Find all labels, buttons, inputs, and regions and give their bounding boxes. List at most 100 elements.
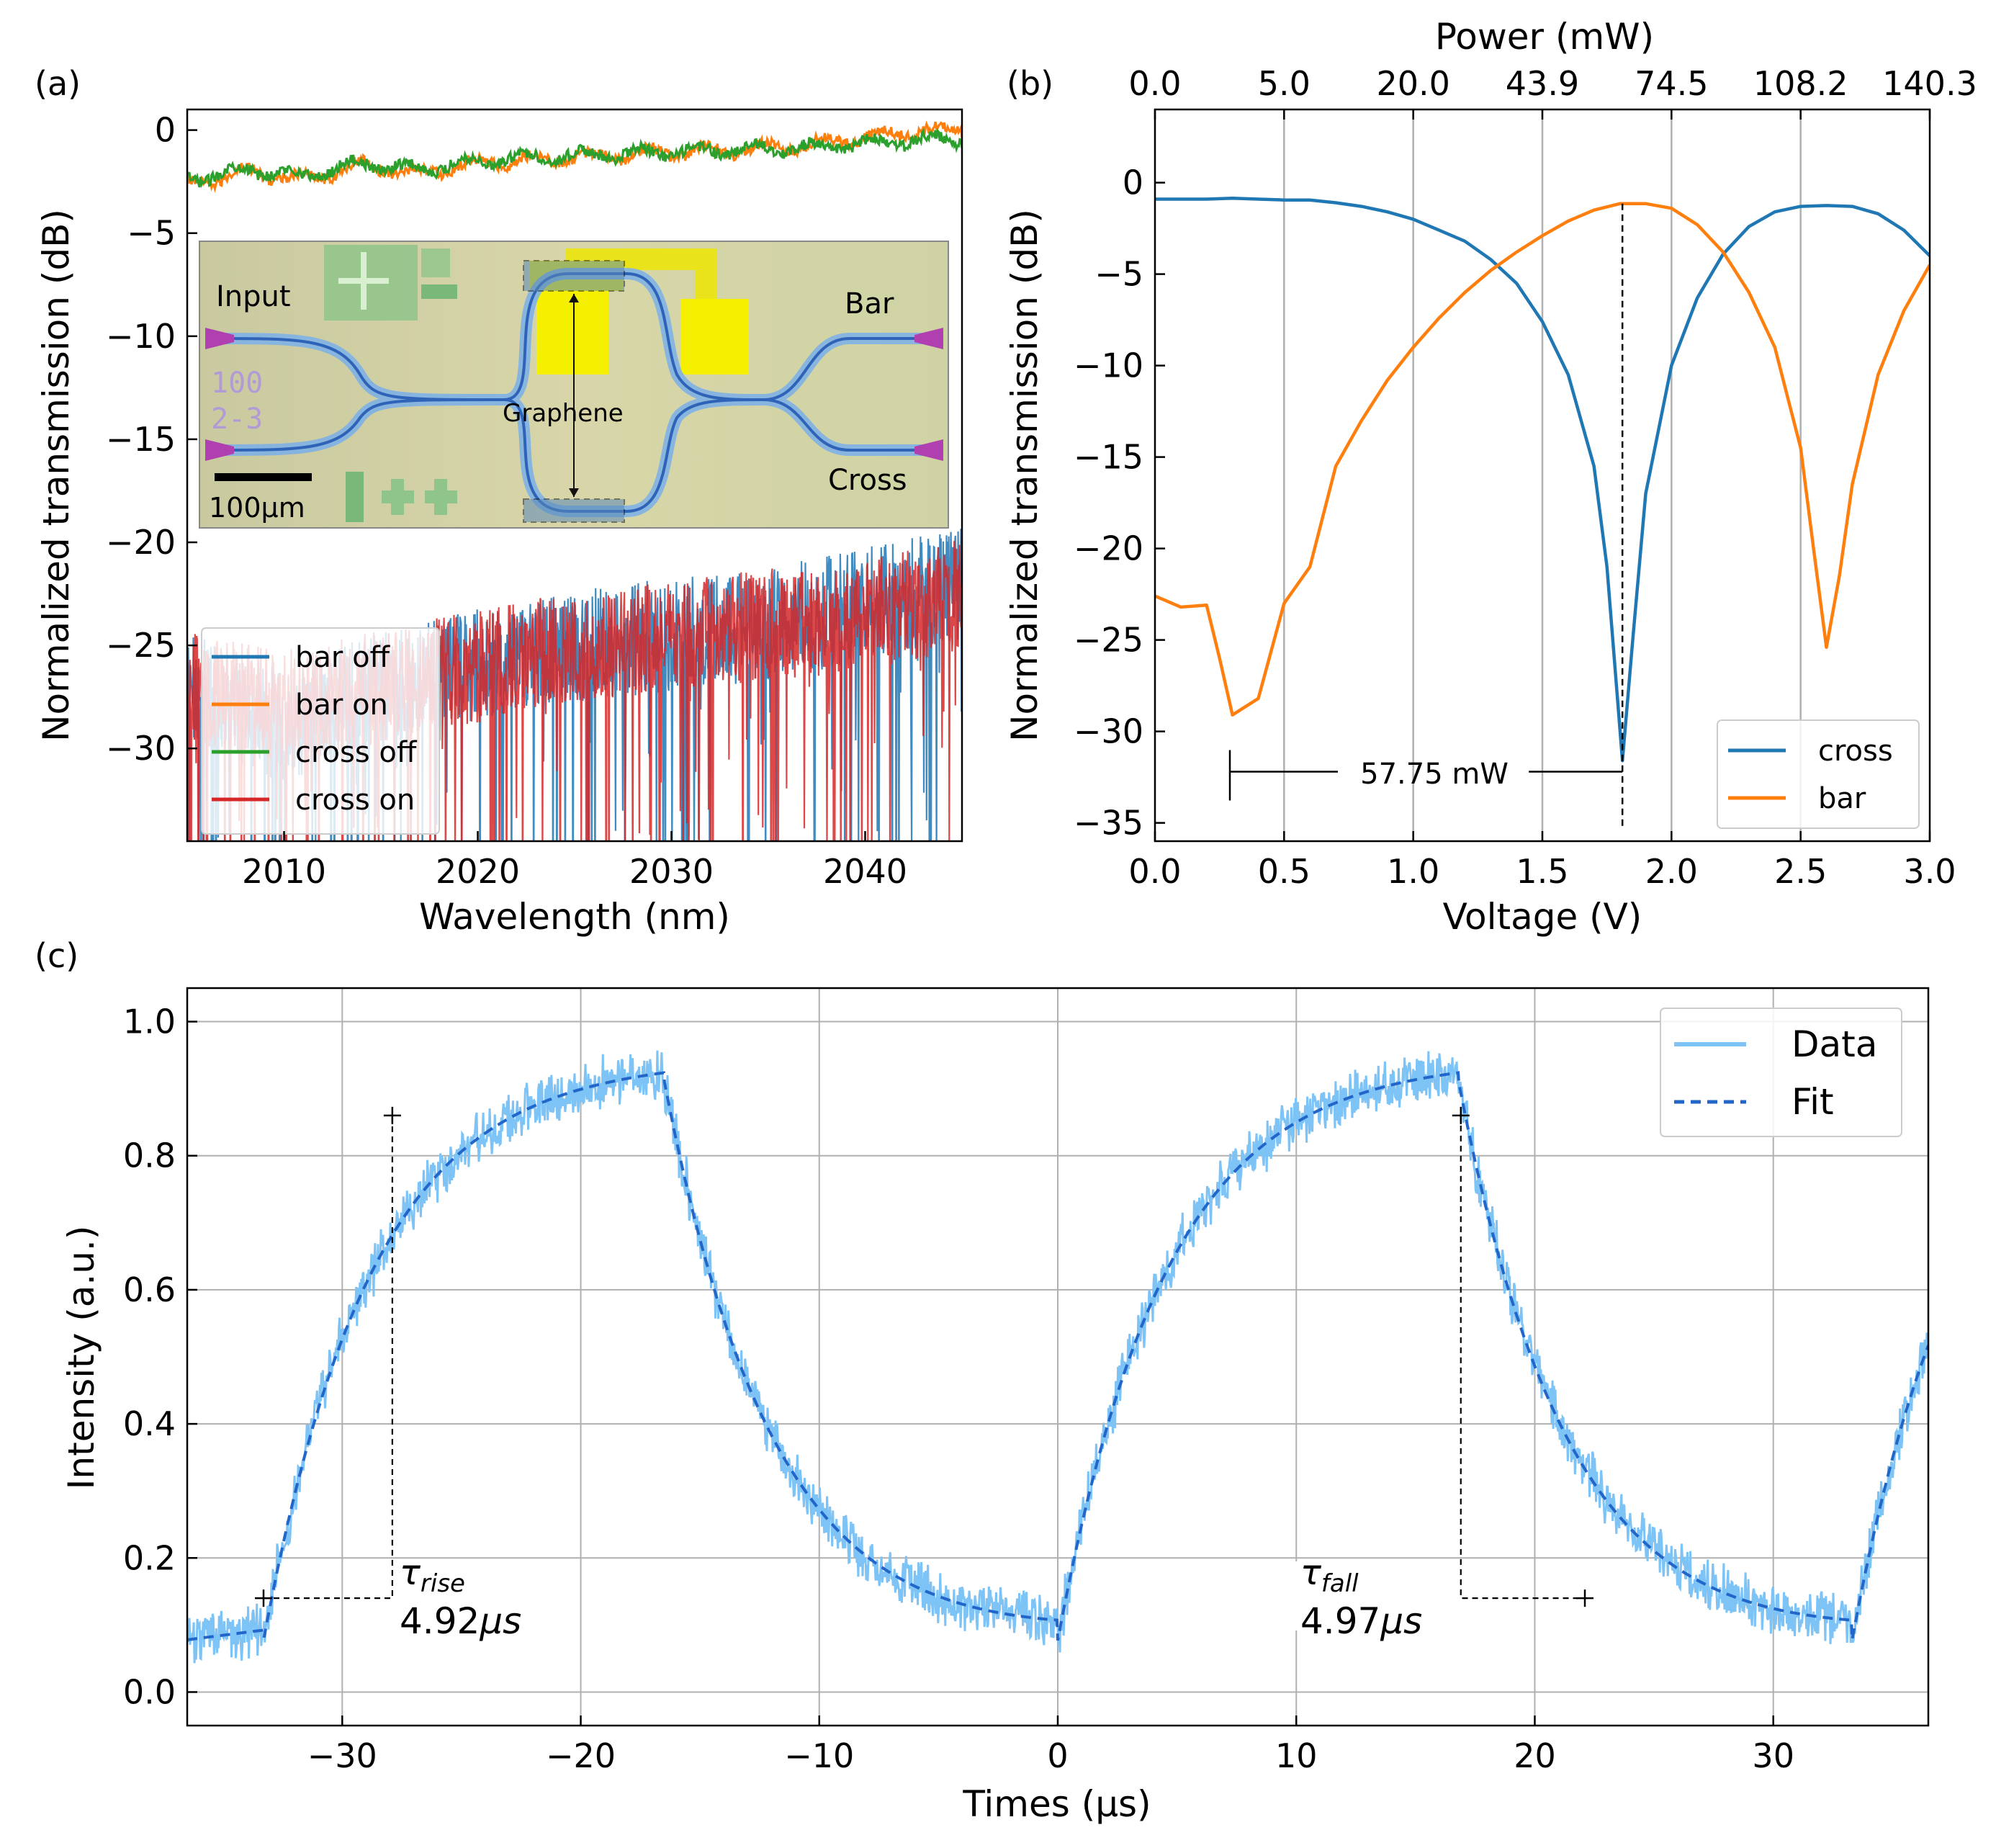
panel-b: (b) Power (mW) 57.75 mW cross bar 0.0 0.5 1… (1004, 16, 1977, 938)
x-tick-label: 30 (1752, 1736, 1794, 1775)
inset-chip-mark-2: 2-3 (211, 403, 263, 436)
x-tick-label: −20 (546, 1736, 616, 1775)
x-tick-label: 2020 (436, 852, 520, 891)
y-tick-label: −10 (106, 317, 176, 356)
panel-b-x-axis: 0.0 0.5 1.0 1.5 2.0 2.5 3.0 (1128, 831, 1956, 891)
x-tick-label: 10 (1275, 1736, 1318, 1775)
y-tick-label: −15 (1074, 438, 1143, 477)
series-line-cross (1155, 196, 1930, 763)
x-tick-label: 0.0 (1128, 852, 1181, 891)
x-tick-label: 2040 (823, 852, 907, 891)
panel-a-xlabel: Wavelength (nm) (419, 896, 730, 938)
panel-b-legend: cross bar (1717, 719, 1920, 829)
tau-fall-value: 4.97μs (1300, 1600, 1422, 1642)
legend-label-cross-on: cross on (295, 784, 415, 817)
panel-b-top-axis: 0.0 5.0 20.0 43.9 74.5 108.2 140.3 (1128, 64, 1977, 120)
legend-label-cross-off: cross off (295, 736, 418, 769)
panel-a-legend: bar off bar on cross off cross on (201, 627, 440, 835)
tau-rise-value: 4.92μs (400, 1600, 521, 1642)
y-tick-label: 0.0 (123, 1672, 176, 1711)
legend-label-Fit: Fit (1792, 1081, 1834, 1123)
panel-a-axes-frame (186, 108, 963, 843)
panel-c-annotations: τrise 4.92μs τfall 4.97μs (254, 1106, 1594, 1642)
panel-b-xlabel: Voltage (V) (1443, 896, 1642, 938)
x-tick-label: 2.5 (1774, 852, 1827, 891)
tau-fall-label: τfall (1300, 1553, 1359, 1598)
panel-a: (a) (35, 64, 963, 938)
y-tick-label: −5 (1094, 255, 1143, 294)
x-tick-label: 2.0 (1645, 852, 1698, 891)
y-tick-label: 0.8 (123, 1136, 176, 1175)
legend-label-Data: Data (1792, 1023, 1877, 1065)
panel-c-series-group (187, 1050, 1928, 1664)
x-tick-label: 0.5 (1258, 852, 1311, 891)
y-tick-label: −20 (106, 523, 176, 562)
series-line-Fit (187, 1071, 1928, 1641)
series-line-bar-on (187, 120, 962, 193)
panel-b-vertical-grid (1283, 109, 1802, 841)
y-tick-label: −35 (1074, 804, 1143, 843)
power-span-label: 57.75 mW (1360, 758, 1509, 791)
panel-b-power-span-annotation: 57.75 mW (1228, 203, 1624, 827)
y-tick-label: −5 (127, 214, 176, 253)
inset-label-input: Input (216, 280, 291, 313)
inset-label-cross: Cross (828, 464, 907, 497)
panel-b-series-group (1155, 196, 1930, 763)
y-tick-label: 0 (155, 111, 176, 150)
series-line-bar (1155, 202, 1930, 717)
device-micrograph-inset: 100 2-3 Input Bar Cross Graphene 100μm (199, 241, 949, 529)
panel-b-ylabel: Normalized transmission (dB) (1004, 209, 1046, 742)
inset-chip-mark-1: 100 (211, 367, 263, 400)
panel-a-y-axis: 0 −5 −10 −15 −20 −25 −30 (106, 111, 197, 768)
panel-a-label: (a) (35, 64, 81, 103)
top-tick-label: 74.5 (1635, 64, 1708, 103)
panel-a-x-axis: 2010 2020 2030 2040 (242, 831, 907, 891)
inset-label-graphene: Graphene (503, 399, 624, 428)
y-tick-label: −15 (106, 420, 176, 459)
x-tick-label: 1.0 (1387, 852, 1439, 891)
top-tick-label: 108.2 (1753, 64, 1848, 103)
inset-label-bar: Bar (845, 287, 894, 320)
panel-c-y-axis: 0.0 0.2 0.4 0.6 0.8 1.0 (123, 1003, 197, 1711)
panel-c-xlabel: Times (μs) (962, 1783, 1151, 1825)
panel-b-y-axis: 0 −5 −10 −15 −20 −25 −30 −35 (1074, 163, 1165, 843)
legend-label-bar-off: bar off (295, 641, 391, 674)
x-tick-label: −10 (784, 1736, 854, 1775)
inset-scale-label: 100μm (209, 492, 305, 524)
tau-rise-label: τrise (400, 1553, 465, 1598)
panel-b-label: (b) (1007, 64, 1053, 103)
panel-c-x-axis: −30 −20 −10 0 10 20 30 (307, 1715, 1794, 1775)
panel-b-top-xlabel: Power (mW) (1435, 16, 1654, 58)
tau-fall-bracket (1460, 1115, 1586, 1600)
top-tick-label: 5.0 (1258, 64, 1311, 103)
scale-bar (215, 473, 312, 481)
y-tick-label: −10 (1074, 346, 1143, 385)
legend-label-bar-on: bar on (295, 688, 388, 722)
x-tick-label: 0 (1047, 1736, 1068, 1775)
y-tick-label: 0.4 (123, 1404, 176, 1443)
panel-c-grid (187, 988, 1928, 1726)
x-tick-label: 2010 (242, 852, 326, 891)
x-tick-label: −30 (307, 1736, 377, 1775)
y-tick-label: 0.2 (123, 1538, 176, 1577)
y-tick-label: −25 (106, 626, 176, 665)
panel-c-label: (c) (35, 936, 78, 975)
y-tick-label: 0 (1123, 163, 1143, 202)
top-tick-label: 140.3 (1882, 64, 1977, 103)
y-tick-label: −30 (1074, 712, 1143, 751)
panel-a-ylabel: Normalized transmission (dB) (35, 209, 77, 742)
x-tick-label: 20 (1514, 1736, 1556, 1775)
legend-label-cross: cross (1818, 735, 1893, 768)
x-tick-label: 2030 (629, 852, 714, 891)
x-tick-label: 3.0 (1903, 852, 1956, 891)
legend-label-bar: bar (1818, 782, 1866, 815)
top-tick-label: 20.0 (1376, 64, 1449, 103)
y-tick-label: −25 (1074, 621, 1143, 660)
panel-c-ylabel: Intensity (a.u.) (60, 1226, 102, 1490)
x-tick-label: 1.5 (1516, 852, 1568, 891)
y-tick-label: 1.0 (123, 1003, 176, 1041)
top-tick-label: 0.0 (1128, 64, 1181, 103)
y-tick-label: −30 (106, 729, 176, 768)
series-line-cross-off (187, 127, 962, 189)
